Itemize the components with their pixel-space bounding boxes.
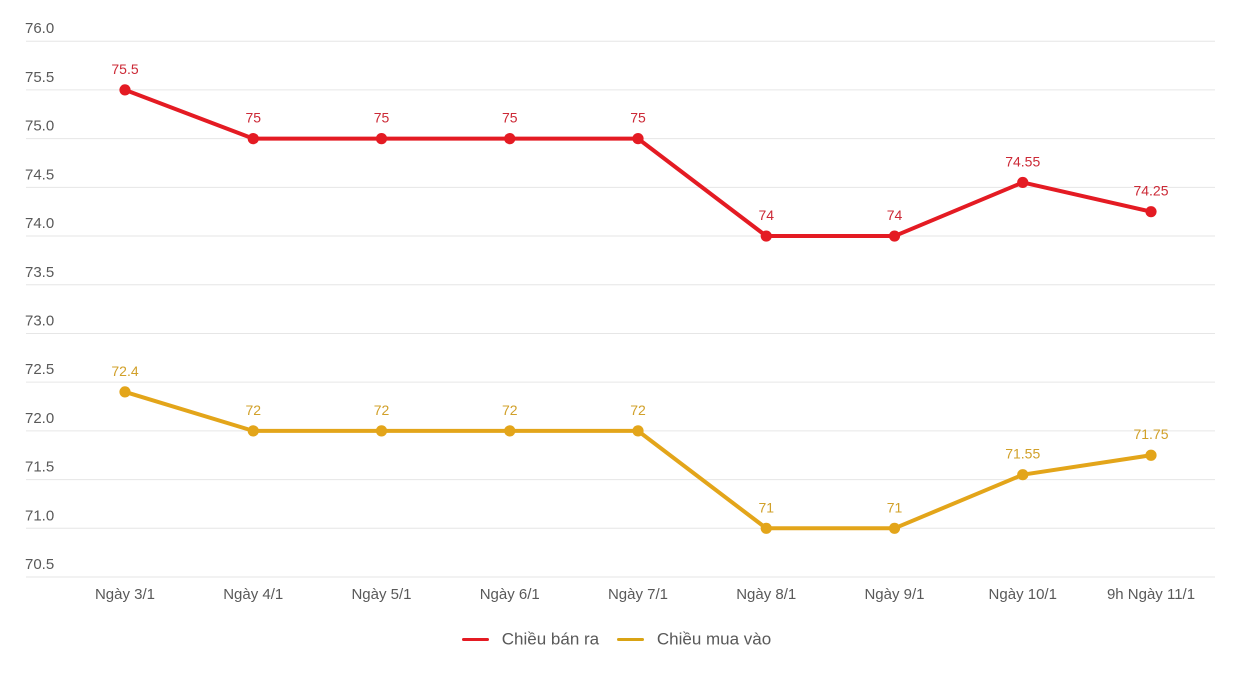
svg-text:Ngày 8/1: Ngày 8/1 [736,586,796,603]
svg-text:Ngày 3/1: Ngày 3/1 [95,586,155,603]
svg-text:74.55: 74.55 [1005,153,1040,169]
svg-text:Ngày 6/1: Ngày 6/1 [480,586,540,603]
svg-text:72.4: 72.4 [111,363,138,379]
svg-text:70.5: 70.5 [25,556,54,573]
svg-text:74: 74 [758,207,774,223]
svg-text:71.5: 71.5 [25,459,54,476]
svg-text:73.0: 73.0 [25,312,54,329]
svg-text:71.55: 71.55 [1005,446,1040,462]
svg-text:72.5: 72.5 [25,361,54,378]
svg-text:75: 75 [245,110,261,126]
svg-text:76.0: 76.0 [25,20,54,37]
svg-text:Ngày 4/1: Ngày 4/1 [223,586,283,603]
svg-text:Ngày 10/1: Ngày 10/1 [989,586,1057,603]
svg-text:72: 72 [245,402,261,418]
svg-text:75: 75 [630,110,646,126]
svg-text:75.0: 75.0 [25,118,54,135]
svg-text:74: 74 [887,207,903,223]
svg-text:72: 72 [630,402,646,418]
svg-text:74.5: 74.5 [25,166,54,183]
svg-text:75: 75 [374,110,390,126]
svg-text:71.75: 71.75 [1133,426,1168,442]
svg-text:72: 72 [374,402,390,418]
svg-text:71.0: 71.0 [25,507,54,524]
svg-text:75: 75 [502,110,518,126]
svg-text:72.0: 72.0 [25,410,54,427]
svg-text:71: 71 [887,499,903,515]
svg-text:9h Ngày 11/1: 9h Ngày 11/1 [1107,586,1195,603]
svg-text:Ngày 5/1: Ngày 5/1 [351,586,411,603]
svg-text:71: 71 [758,499,774,515]
svg-text:75.5: 75.5 [111,61,138,77]
svg-text:Ngày 7/1: Ngày 7/1 [608,586,668,603]
svg-text:72: 72 [502,402,518,418]
svg-text:74.25: 74.25 [1133,183,1168,199]
svg-text:Ngày 9/1: Ngày 9/1 [864,586,924,603]
svg-text:73.5: 73.5 [25,264,54,281]
svg-text:75.5: 75.5 [25,69,54,86]
svg-text:74.0: 74.0 [25,215,54,232]
